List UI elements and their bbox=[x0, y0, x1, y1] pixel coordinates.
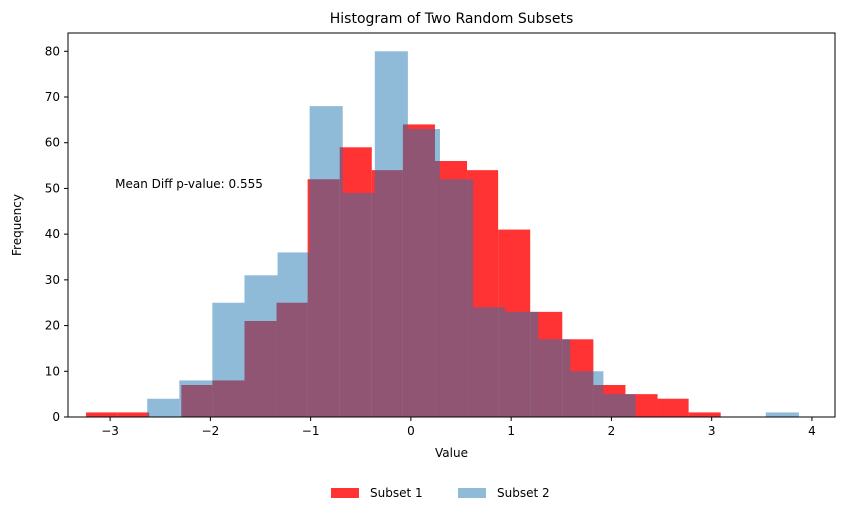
y-axis-label: Frequency bbox=[10, 194, 24, 256]
histogram-bar bbox=[117, 412, 150, 417]
y-tick-label: 60 bbox=[45, 136, 60, 150]
x-tick-label: −3 bbox=[101, 424, 119, 438]
x-axis-label: Value bbox=[435, 446, 468, 460]
legend-swatch bbox=[331, 488, 359, 498]
x-tick-label: 2 bbox=[608, 424, 616, 438]
y-tick-label: 0 bbox=[52, 410, 60, 424]
histogram-bar bbox=[407, 129, 440, 417]
series-2-bars bbox=[147, 51, 799, 418]
y-tick-label: 20 bbox=[45, 319, 60, 333]
histogram-bar bbox=[538, 339, 571, 417]
histogram-bar bbox=[688, 412, 721, 417]
legend-label: Subset 1 bbox=[370, 486, 423, 500]
y-tick-label: 70 bbox=[45, 90, 60, 104]
y-tick-label: 40 bbox=[45, 227, 60, 241]
histogram-bar bbox=[765, 412, 799, 417]
legend-swatch bbox=[458, 488, 486, 498]
x-tick-label: 4 bbox=[808, 424, 816, 438]
histogram-bar bbox=[505, 311, 539, 417]
histogram-bar bbox=[374, 51, 408, 418]
histogram-bar bbox=[244, 275, 278, 417]
histogram-bar bbox=[86, 412, 118, 417]
y-axis: 0 10 20 30 40 50 60 70 80 bbox=[45, 44, 68, 424]
x-tick-label: −2 bbox=[202, 424, 220, 438]
legend-label: Subset 2 bbox=[497, 486, 550, 500]
x-tick-label: −1 bbox=[302, 424, 320, 438]
histogram-bar bbox=[212, 302, 245, 417]
histogram-bar bbox=[147, 398, 180, 417]
x-axis: −3 −2 −1 0 1 2 3 4 bbox=[101, 417, 816, 438]
plot-frame bbox=[67, 32, 836, 418]
x-tick-label: 0 bbox=[407, 424, 415, 438]
y-tick-label: 50 bbox=[45, 181, 60, 195]
histogram-bar bbox=[179, 380, 213, 417]
histogram-bar bbox=[473, 307, 506, 417]
y-tick-label: 30 bbox=[45, 273, 60, 287]
bars-layer bbox=[86, 51, 799, 418]
histogram-bar bbox=[277, 252, 310, 417]
chart-title: Histogram of Two Random Subsets bbox=[330, 11, 573, 27]
histogram-bar bbox=[603, 394, 636, 417]
histogram-bar bbox=[439, 179, 474, 417]
legend: Subset 1 Subset 2 bbox=[331, 486, 550, 500]
x-tick-label: 1 bbox=[507, 424, 515, 438]
p-value-annotation: Mean Diff p-value: 0.555 bbox=[115, 177, 263, 191]
y-tick-label: 10 bbox=[45, 364, 60, 378]
histogram-bar bbox=[657, 398, 689, 417]
histogram-bar bbox=[570, 371, 604, 417]
y-tick-label: 80 bbox=[45, 44, 60, 58]
x-tick-label: 3 bbox=[708, 424, 716, 438]
histogram-bar bbox=[342, 193, 375, 417]
histogram-bar bbox=[309, 106, 343, 418]
